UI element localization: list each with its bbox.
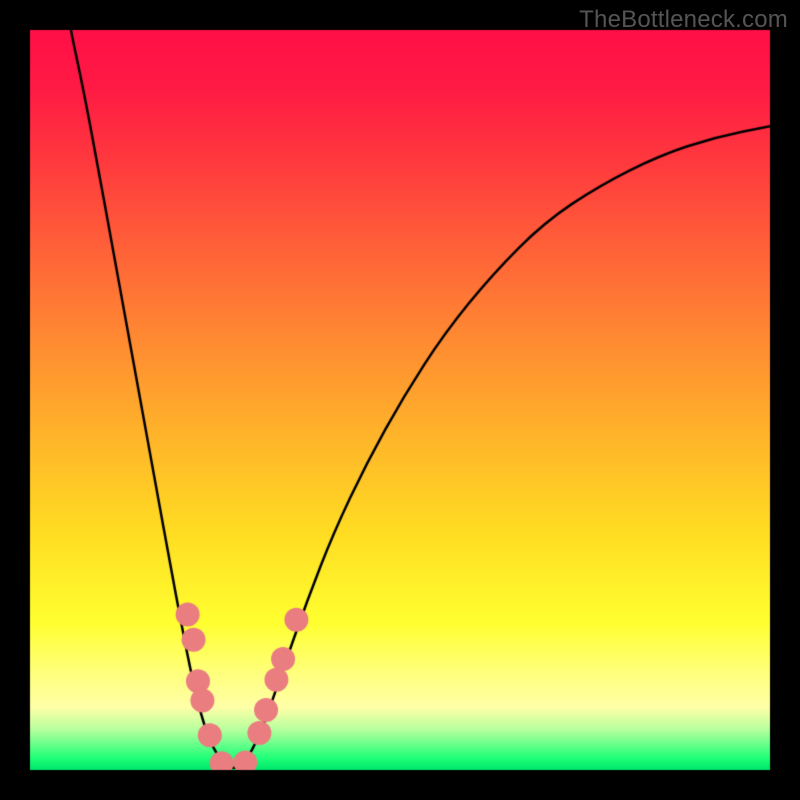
bottleneck-curve-canvas — [0, 0, 800, 800]
chart-stage: TheBottleneck.com — [0, 0, 800, 800]
watermark-text: TheBottleneck.com — [579, 6, 788, 34]
